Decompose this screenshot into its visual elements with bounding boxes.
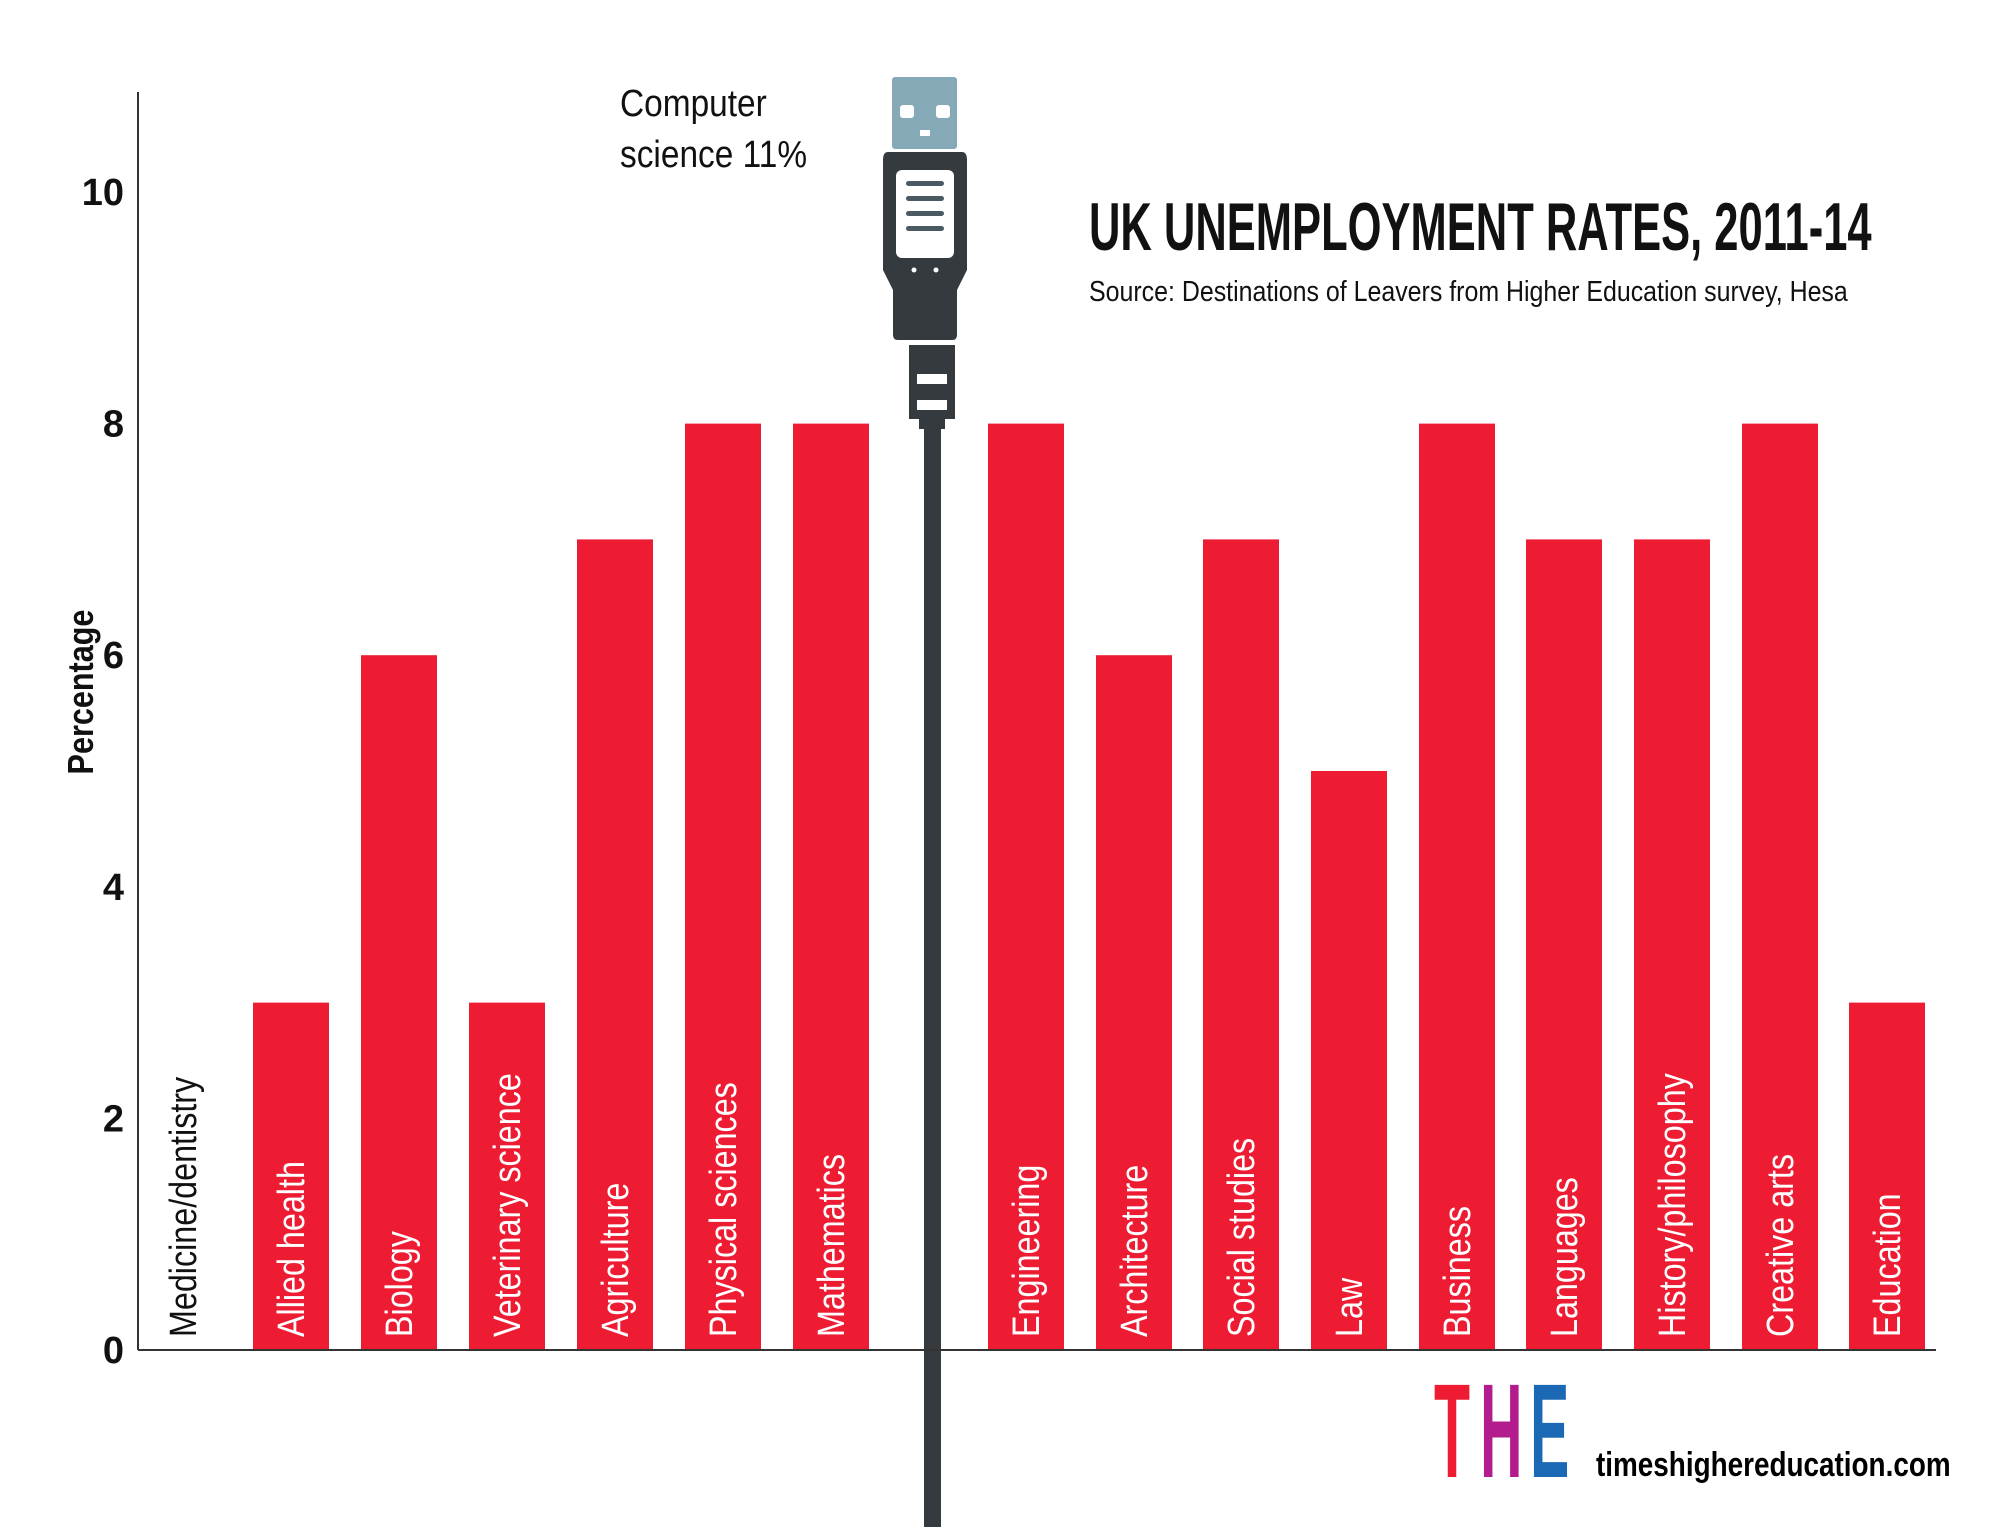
- usb-cable-icon: [883, 77, 967, 1527]
- bar-label: Creative arts: [1760, 1154, 1802, 1337]
- bar-label: Allied health: [271, 1161, 313, 1337]
- y-tick-label: 2: [103, 1098, 124, 1140]
- the-logo: T H E: [1434, 1355, 1569, 1505]
- y-tick-label: 0: [103, 1330, 124, 1372]
- bar-label: Physical sciences: [703, 1082, 745, 1337]
- bar-law: [1311, 771, 1387, 1350]
- bar-label: Veterinary science: [487, 1073, 529, 1337]
- bar-architecture: [1096, 655, 1172, 1350]
- bar-engineering: [988, 423, 1064, 1351]
- bar-allied-health: [253, 1002, 329, 1350]
- annotation-line1: Computer: [620, 82, 767, 124]
- bar-label: Mathematics: [811, 1154, 853, 1337]
- chart-title: UK UNEMPLOYMENT RATES, 2011-14: [1089, 189, 1872, 265]
- logo-letter-e: E: [1530, 1355, 1569, 1505]
- bar-agriculture: [577, 539, 653, 1350]
- bar-languages: [1526, 539, 1602, 1350]
- chart-subtitle: Source: Destinations of Leavers from Hig…: [1089, 275, 1849, 307]
- bar-label: Biology: [379, 1231, 421, 1337]
- logo-letter-h: H: [1480, 1355, 1523, 1505]
- annotation-line2: science 11%: [620, 133, 807, 175]
- bar-label: Agriculture: [595, 1183, 637, 1337]
- bars-group: [253, 423, 1925, 1351]
- bar-label: History/philosophy: [1652, 1073, 1694, 1337]
- bar-labels-group: Medicine/dentistry Allied health Biology Ve…: [163, 1073, 1909, 1337]
- bar-business: [1419, 423, 1495, 1351]
- bar-label: Architecture: [1114, 1165, 1156, 1337]
- bar-label: Law: [1329, 1277, 1371, 1337]
- bar-label: Social studies: [1221, 1138, 1263, 1337]
- bar-education: [1849, 1002, 1925, 1350]
- bar-history-philosophy: [1634, 539, 1710, 1350]
- bar-veterinary-science: [469, 1002, 545, 1350]
- bar-label: Business: [1437, 1206, 1479, 1337]
- website-url[interactable]: timeshighereducation.com: [1596, 1445, 1951, 1483]
- bar-label: Languages: [1544, 1177, 1586, 1337]
- bar-label: Education: [1867, 1193, 1909, 1337]
- y-tick-label: 4: [103, 867, 124, 909]
- bar-physical-sciences: [685, 423, 761, 1351]
- y-tick-label: 6: [103, 635, 124, 677]
- y-axis-label: Percentage: [62, 610, 102, 775]
- logo-letter-t: T: [1434, 1355, 1470, 1505]
- bar-mathematics: [793, 423, 869, 1351]
- bar-biology: [361, 655, 437, 1350]
- y-tick-label: 10: [82, 172, 124, 214]
- y-tick-label: 8: [103, 404, 124, 446]
- bar-label: Engineering: [1006, 1165, 1048, 1337]
- y-tick-labels: 0 2 4 6 8 10: [82, 172, 124, 1372]
- bar-label: Medicine/dentistry: [163, 1076, 205, 1337]
- bar-social-studies: [1203, 539, 1279, 1350]
- bar-creative-arts: [1742, 423, 1818, 1351]
